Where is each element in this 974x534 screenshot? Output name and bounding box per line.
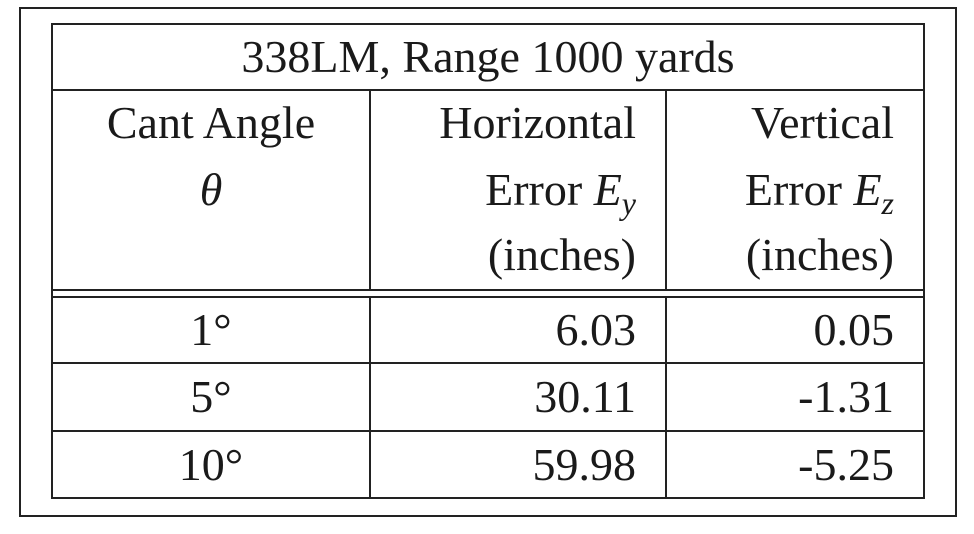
cell: 59.98 <box>533 439 637 490</box>
header-text: Error <box>485 164 594 215</box>
header-text: y <box>619 185 637 221</box>
header-text: E <box>593 164 622 215</box>
header-line: Horizontal <box>439 97 636 148</box>
cell: 10° <box>179 439 243 490</box>
header-line: Vertical <box>751 97 894 148</box>
header-line: (inches) <box>488 229 636 280</box>
cell: 1° <box>190 304 231 355</box>
header-text: (inches) <box>746 229 894 280</box>
cell: -1.31 <box>798 371 894 422</box>
table-border <box>51 23 925 499</box>
header-line: Error Ez <box>745 164 895 221</box>
header-line: (inches) <box>746 229 894 280</box>
header-text: Error <box>745 164 854 215</box>
cell: 6.03 <box>556 304 637 355</box>
header-line: Error Ey <box>485 164 637 221</box>
header-text: Vertical <box>751 97 894 148</box>
cell: 5° <box>190 371 231 422</box>
cell: 30.11 <box>534 371 636 422</box>
header-text: E <box>852 164 881 215</box>
header-text: z <box>881 185 895 221</box>
header-text: θ <box>200 164 223 215</box>
outer-frame <box>19 7 957 517</box>
table-title: 338LM, Range 1000 yards <box>241 31 734 82</box>
cell: -5.25 <box>798 439 894 490</box>
cell: 0.05 <box>814 304 895 355</box>
header-line: θ <box>200 164 223 215</box>
header-line: Cant Angle <box>107 97 315 148</box>
header-text: Horizontal <box>439 97 636 148</box>
header-text: (inches) <box>488 229 636 280</box>
header-text: Cant Angle <box>107 97 315 148</box>
